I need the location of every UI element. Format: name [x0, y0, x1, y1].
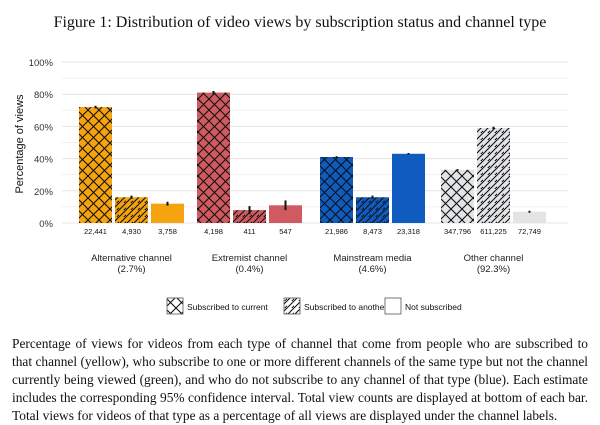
count-label: 411 [244, 227, 256, 236]
figure-caption: Percentage of views for videos from each… [12, 336, 588, 423]
legend-swatch [166, 297, 184, 315]
count-label: 4,198 [204, 227, 223, 236]
bar-subscribed-to-another [115, 197, 148, 223]
bar-subscribed-to-another [356, 197, 389, 223]
y-tick-label: 80% [34, 90, 54, 101]
category-label: Extremist channel [212, 253, 288, 264]
legend-label: Subscribed to another [304, 302, 387, 312]
count-label: 4,930 [122, 227, 141, 236]
bar-not-subscribed [513, 211, 546, 223]
bar-subscribed-to-current [320, 156, 353, 223]
legend: Subscribed to current Subscribed to anoth… [166, 297, 462, 315]
bar-not-subscribed [269, 205, 302, 223]
error-bars [94, 90, 531, 215]
category-labels: Alternative channel(2.7%) Extremist chann… [91, 253, 523, 275]
count-label: 3,758 [158, 227, 177, 236]
category-share-label: (2.7%) [118, 264, 146, 275]
y-tick-label: 40% [34, 155, 54, 166]
bar-chart: 0% 20% 40% 60% 80% 100% Percentage of views 2… [14, 58, 568, 315]
legend-swatch [384, 297, 402, 315]
y-tick-label: 20% [34, 187, 54, 198]
y-tick-label: 0% [39, 219, 53, 230]
category-label: Mainstream media [333, 253, 412, 264]
count-label: 347,796 [444, 227, 471, 236]
count-label: 23,318 [397, 227, 420, 236]
bar-subscribed-to-current [441, 169, 474, 223]
figure-title: Figure 1: Distribution of video views by… [53, 14, 547, 31]
count-label: 72,749 [518, 227, 541, 236]
y-tick-label: 100% [29, 58, 54, 69]
count-label: 22,441 [84, 227, 107, 236]
bar-not-subscribed [392, 153, 425, 223]
count-labels: 22,441 4,930 3,758 4,198 411 547 21,986 8,473 23… [84, 227, 541, 236]
category-share-label: (4.6%) [359, 264, 387, 275]
category-share-label: (92.3%) [477, 264, 510, 275]
y-tick-label: 60% [34, 122, 54, 133]
legend-label: Subscribed to current [187, 302, 268, 312]
count-label: 611,225 [480, 227, 507, 236]
bar-not-subscribed [151, 203, 184, 223]
bar-subscribed-to-current [197, 92, 230, 223]
category-label: Other channel [464, 253, 524, 264]
count-label: 547 [279, 227, 292, 236]
bar-subscribed-to-another [233, 210, 266, 223]
bar-subscribed-to-another [477, 128, 510, 223]
y-axis-ticks: 0% 20% 40% 60% 80% 100% [29, 58, 54, 230]
bar-subscribed-to-current [79, 107, 112, 223]
count-label: 21,986 [325, 227, 348, 236]
y-axis-label: Percentage of views [14, 94, 26, 194]
category-share-label: (0.4%) [236, 264, 264, 275]
legend-swatch [283, 297, 301, 315]
legend-label: Not subscribed [405, 302, 462, 312]
category-label: Alternative channel [91, 253, 172, 264]
count-label: 8,473 [363, 227, 382, 236]
bars [79, 92, 546, 223]
